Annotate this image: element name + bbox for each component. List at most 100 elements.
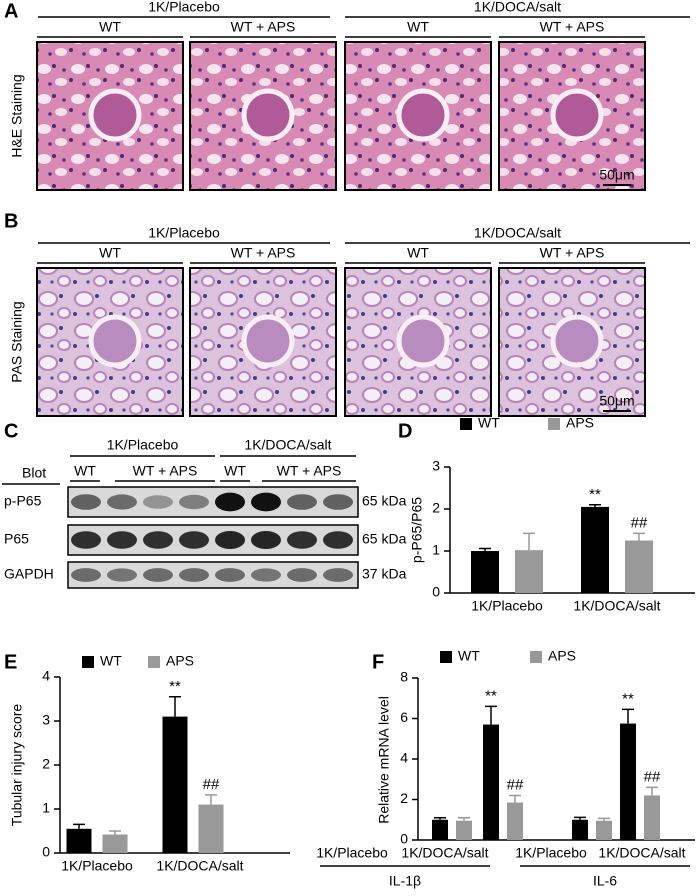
column-header: WT + APS [540, 245, 605, 261]
blot-band [251, 568, 281, 582]
y-tick-label: 6 [400, 709, 408, 725]
blot-group: 1K/DOCA/salt [244, 437, 331, 453]
bar [572, 819, 588, 840]
glomerulus [241, 314, 295, 368]
x-tick-label: 1K/Placebo [61, 858, 133, 874]
bar [625, 540, 653, 593]
blot-band [323, 568, 353, 582]
blot-size: 65 kDa [362, 493, 407, 509]
blot-band [323, 531, 353, 549]
lane-label: WT + APS [133, 463, 198, 479]
error-bar [633, 532, 645, 541]
y-tick-label: 4 [42, 668, 50, 684]
column-header: WT [99, 19, 121, 35]
legend-swatch [82, 656, 94, 668]
x-tick-label: 1K/Placebo [316, 845, 388, 861]
bar [102, 834, 128, 853]
error-bar [73, 823, 85, 829]
error-bar [598, 817, 610, 821]
bar [596, 820, 612, 840]
panel-label: B [4, 210, 18, 232]
column-header: WT [99, 245, 121, 261]
blot-band [143, 495, 173, 509]
bar [507, 802, 523, 840]
bar [162, 716, 188, 853]
error-bar [622, 708, 634, 724]
glomerulus [550, 314, 604, 368]
blot-band [287, 531, 317, 549]
bar [456, 820, 472, 840]
column-header: WT [407, 245, 429, 261]
x-tick-label: 1K/DOCA/salt [156, 858, 243, 874]
y-axis-title: Tubular injury score [9, 704, 25, 827]
blot-row-label: GAPDH [4, 566, 54, 582]
significance-mark: ## [203, 776, 220, 793]
y-tick-label: 0 [42, 844, 50, 860]
blot-band [251, 531, 281, 549]
y-tick-label: 2 [432, 500, 440, 516]
blot-size: 65 kDa [362, 531, 407, 547]
y-tick-label: 3 [432, 458, 440, 474]
x-tick-label: 1K/Placebo [471, 598, 543, 614]
significance-mark: ## [631, 514, 648, 531]
y-tick-label: 0 [432, 584, 440, 600]
glomerulus [88, 314, 142, 368]
stain-label: H&E Staining [9, 74, 25, 157]
lane-label: WT [74, 463, 96, 479]
blot-band [71, 531, 101, 549]
glomerulus [396, 88, 450, 142]
significance-mark: ** [589, 486, 601, 503]
y-tick-label: 0 [400, 831, 408, 847]
error-bar [509, 794, 521, 803]
bar [432, 819, 448, 840]
bar [471, 551, 499, 593]
blot-band [71, 494, 101, 510]
panel-label: F [372, 651, 384, 673]
legend-label: APS [548, 648, 576, 664]
blot-band [251, 492, 281, 512]
error-bar [458, 816, 470, 821]
error-bar [589, 504, 601, 507]
legend-label: APS [166, 653, 194, 669]
significance-mark: ** [622, 690, 634, 707]
micrograph [189, 267, 337, 417]
blot-band [107, 568, 137, 582]
blot-band [143, 531, 173, 549]
significance-mark: ** [169, 678, 181, 695]
panel-label: E [4, 651, 17, 673]
legend-swatch [530, 651, 542, 663]
bar [644, 795, 660, 840]
blot-band [287, 494, 317, 510]
panel-label: D [398, 420, 412, 442]
group-label: IL-6 [593, 873, 617, 889]
legend-swatch [148, 656, 160, 668]
significance-mark: ** [485, 687, 497, 704]
group-header: 1K/Placebo [148, 225, 220, 241]
group-header: 1K/DOCA/salt [474, 0, 561, 15]
legend-swatch [460, 418, 472, 430]
stain-label: PAS Staining [9, 301, 25, 382]
group-label: IL-1β [389, 873, 421, 889]
legend-label: WT [458, 648, 480, 664]
scale-bar-label: 50μm [599, 393, 634, 409]
lane-label: WT + APS [277, 463, 342, 479]
error-bar [523, 532, 535, 551]
blot-band [143, 568, 173, 582]
significance-mark: ## [644, 768, 661, 785]
x-tick-label: 1K/Placebo [515, 845, 587, 861]
error-bar [434, 816, 446, 820]
y-tick-label: 8 [400, 669, 408, 685]
blot-band [179, 568, 209, 582]
blot-band [215, 492, 245, 512]
legend-label: WT [100, 653, 122, 669]
column-header: WT [407, 19, 429, 35]
blot-band [215, 531, 245, 549]
glomerulus [241, 88, 295, 142]
panel-label: A [4, 0, 18, 22]
blot-band [215, 568, 245, 582]
y-tick-label: 1 [432, 542, 440, 558]
error-bar [205, 794, 217, 805]
blot-band [107, 531, 137, 549]
blot-group: 1K/Placebo [107, 437, 179, 453]
